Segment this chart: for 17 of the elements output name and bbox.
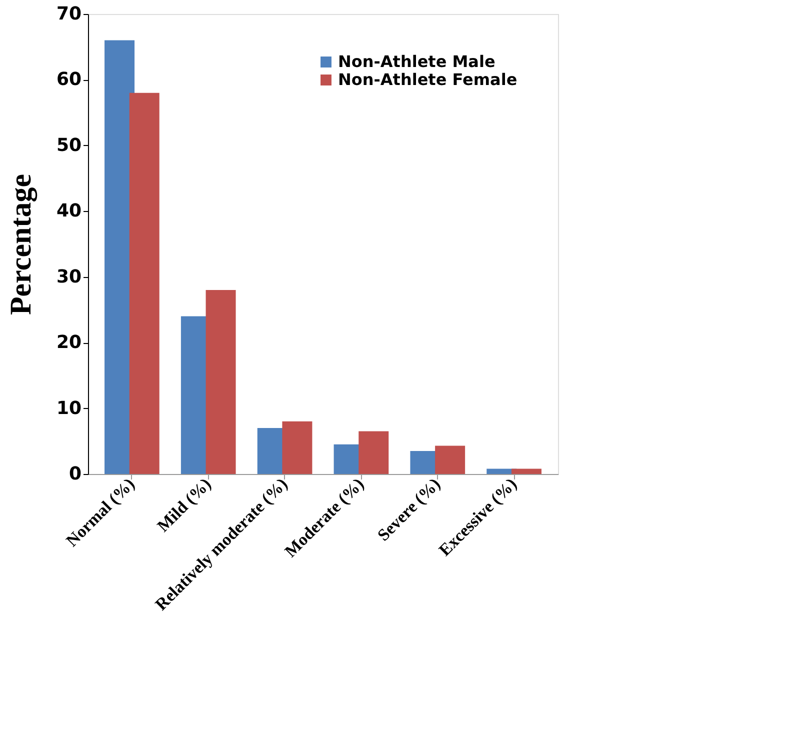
bar (129, 92, 160, 474)
bar (206, 290, 236, 474)
y-tick-label: 20 (56, 332, 82, 354)
legend-label: Non-Athlete Male (338, 52, 496, 71)
y-tick-label: 30 (56, 266, 82, 288)
y-tick-label: 70 (56, 4, 82, 24)
legend-label: Non-Athlete Female (338, 70, 518, 89)
y-tick-label: 0 (68, 464, 82, 484)
bar (358, 431, 389, 474)
y-tick-label: 10 (56, 398, 82, 419)
bar (511, 468, 542, 474)
y-tick-label: 60 (56, 69, 82, 90)
y-tick-label: 50 (56, 134, 82, 156)
y-tick-label: 40 (56, 200, 82, 222)
bar (435, 446, 466, 474)
y-axis-title: Percentage (4, 174, 38, 316)
bar (282, 421, 312, 474)
